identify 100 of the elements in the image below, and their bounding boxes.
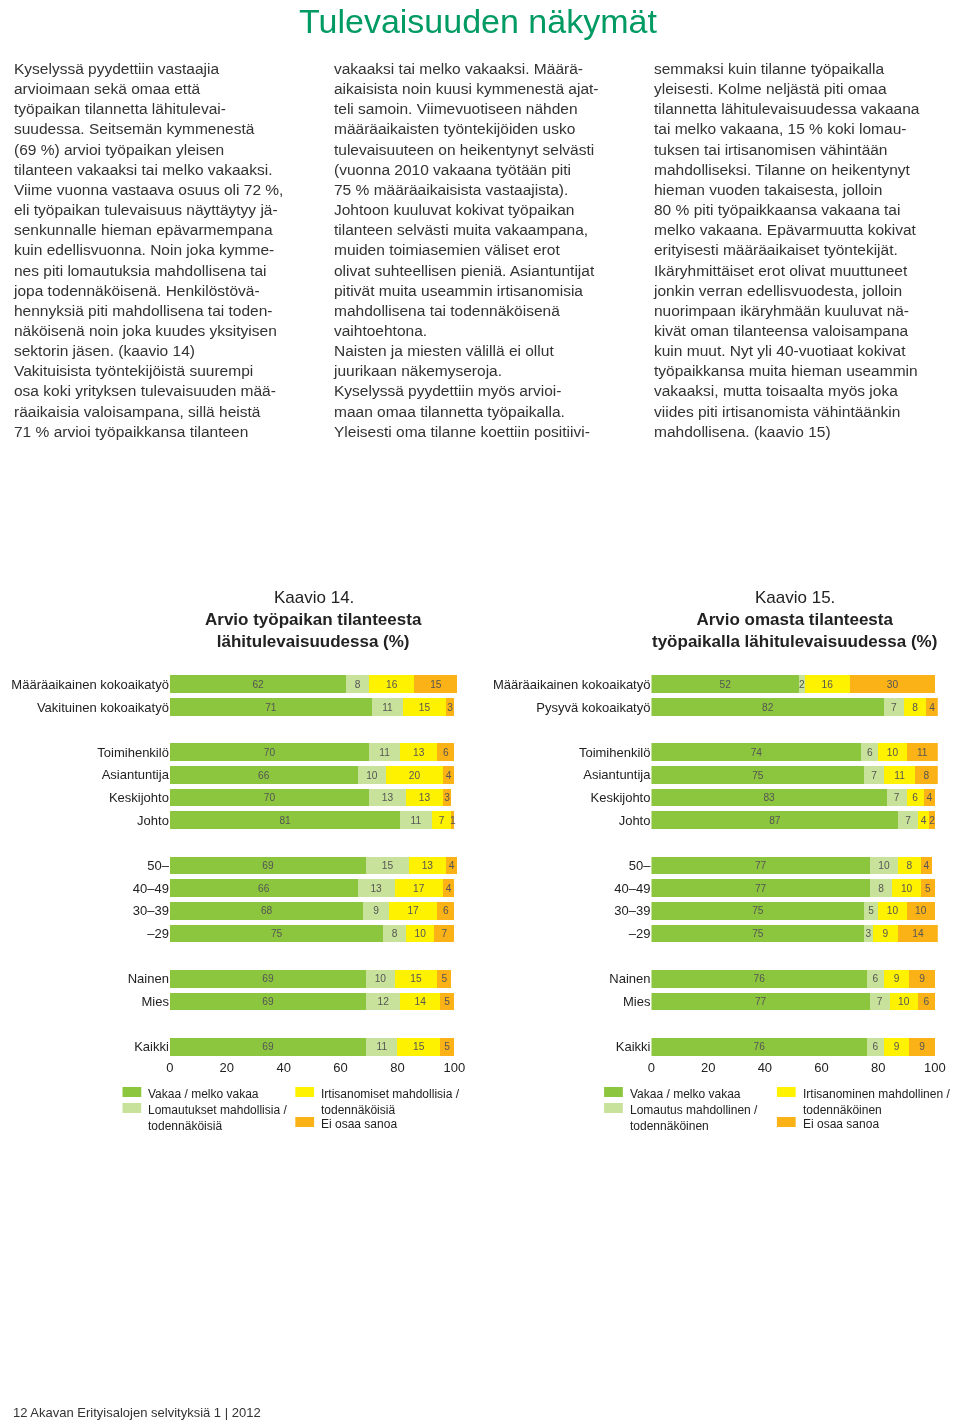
bar bbox=[169, 969, 367, 988]
x-tick-label: 60 bbox=[333, 1060, 348, 1075]
data-label: 10 bbox=[878, 860, 890, 872]
y-tick-label: Pysyvä kokoaikatyö bbox=[536, 699, 651, 715]
bar bbox=[651, 879, 870, 897]
data-label: 4 bbox=[448, 860, 455, 872]
data-label: 10 bbox=[898, 996, 910, 1008]
y-tick-label: –29 bbox=[147, 925, 169, 941]
data-label: 68 bbox=[260, 905, 273, 917]
data-label: 10 bbox=[366, 769, 378, 781]
legend-label: Vakaa / melko vakaa bbox=[630, 1087, 741, 1101]
data-label: 16 bbox=[386, 679, 398, 691]
data-label: 12 bbox=[377, 996, 390, 1008]
y-tick-label: Määräaikainen kokoaikatyö bbox=[492, 676, 651, 692]
text: Tulevaisuuden näkymät bbox=[299, 2, 658, 40]
text: semmaksi kuin tilanne työpaikalla yleisesti. Kolme neljästä piti omaa tilannetta lähitulevaisuudessa vakaana tai melko vakaana, 15 % koki lomau- tuksen tai irtisanomisen vähintään mahdolliseksi. Tilanne on heikentynyt hieman vuoden takaisesta, jolloin 80 % piti työpaikkaansa vakaana tai melko vakaana. Epävarmuutta kokivat erityisesti määräaikaiset työntekijät. Ikäryhmittäiset erot olivat muuttuneet jonkin verran edellisvuodesta, jolloin nuorimpaan ikäryhmään kuuluvat nä- kivät oman tilanteensa valoisampana kuin muut. Nyt yli 40-vuotiaat kokivat työpaikkansa muita hieman useammin vakaaksi, mutta toisaalta myös joka viides piti irtisanomista vähintäänkin mahdollisena. (kaavio 15) bbox=[654, 60, 920, 440]
bar bbox=[366, 1037, 398, 1056]
data-label: 8 bbox=[354, 679, 361, 691]
data-label: 76 bbox=[753, 1041, 766, 1053]
data-label: 11 bbox=[916, 746, 928, 758]
bar bbox=[169, 924, 384, 943]
bar bbox=[883, 698, 904, 716]
chart-subtitle: Arvio omasta tilanteesta työpaikalla lähitulevaisuudessa (%) bbox=[652, 610, 938, 652]
data-label: 10 bbox=[900, 882, 913, 894]
data-label: 69 bbox=[262, 973, 275, 985]
bar bbox=[169, 743, 369, 762]
legend-label: Lomautus mahdollinen / todennäköinen bbox=[630, 1103, 759, 1133]
data-label: 69 bbox=[262, 860, 275, 872]
bar bbox=[169, 811, 401, 830]
y-tick-label: Johto bbox=[618, 812, 651, 828]
data-label: 4 bbox=[920, 814, 927, 826]
data-label: 6 bbox=[923, 996, 930, 1008]
y-tick-label: Keskijohto bbox=[108, 790, 169, 806]
bar bbox=[371, 698, 404, 716]
data-label: 82 bbox=[762, 701, 774, 713]
bar bbox=[386, 766, 443, 784]
data-label: 5 bbox=[444, 1041, 451, 1053]
x-tick-label: 80 bbox=[390, 1060, 405, 1075]
y-tick-label: Keskijohto bbox=[590, 790, 651, 806]
bar bbox=[883, 766, 916, 784]
data-label: 20 bbox=[408, 769, 421, 781]
data-label: 11 bbox=[382, 701, 394, 713]
legend-label: Lomautukset mahdollisia / todennäköisiä bbox=[148, 1103, 288, 1133]
data-label: 15 bbox=[381, 860, 394, 872]
bar bbox=[363, 901, 389, 920]
bar bbox=[169, 879, 358, 897]
legend-label: Ei osaa sanoa bbox=[803, 1117, 880, 1131]
data-label: 11 bbox=[376, 1041, 388, 1053]
x-tick-label: 80 bbox=[871, 1060, 886, 1075]
data-label: 66 bbox=[258, 882, 270, 894]
y-tick-label: 50– bbox=[628, 858, 652, 874]
bar bbox=[892, 879, 921, 897]
y-tick-label: 40–49 bbox=[132, 880, 169, 896]
bar bbox=[651, 969, 867, 988]
y-tick-label: Määräaikainen kokoaikatyö bbox=[11, 676, 169, 692]
y-tick-label: Vakituinen kokoaikatyö bbox=[36, 699, 169, 715]
bar bbox=[394, 969, 438, 988]
bar bbox=[400, 992, 441, 1011]
bar bbox=[357, 766, 387, 784]
data-label: 10 bbox=[414, 928, 427, 940]
y-tick-label: Toimihenkilö bbox=[578, 744, 651, 760]
data-label: 71 bbox=[265, 701, 277, 713]
bar bbox=[169, 698, 372, 716]
chart-title: Kaavio 14. bbox=[274, 588, 355, 607]
bar bbox=[651, 811, 899, 830]
bar bbox=[883, 969, 910, 988]
data-label: 8 bbox=[878, 882, 885, 894]
data-label: 15 bbox=[413, 1041, 425, 1053]
chart-title: Kaavio 15. bbox=[755, 588, 836, 607]
bar bbox=[915, 766, 938, 784]
data-label: 52 bbox=[719, 679, 732, 691]
chart-subtitle: Arvio työpaikan tilanteesta lähitulevaisuudessa (%) bbox=[205, 610, 422, 652]
data-label: 3 bbox=[444, 792, 451, 804]
bar bbox=[169, 788, 369, 807]
data-label: 77 bbox=[754, 860, 767, 872]
data-label: 4 bbox=[445, 769, 452, 781]
y-tick-label: 50– bbox=[147, 858, 170, 874]
data-label: 2 bbox=[929, 814, 936, 826]
data-label: 10 bbox=[886, 905, 899, 917]
data-label: 7 bbox=[891, 701, 898, 713]
x-tick-label: 100 bbox=[443, 1060, 466, 1075]
data-label: 9 bbox=[919, 973, 926, 985]
data-label: 62 bbox=[252, 679, 265, 691]
legend-label: Irtisanominen mahdollinen / todennäköinen bbox=[803, 1087, 951, 1117]
data-label: 10 bbox=[374, 973, 387, 985]
data-label: 8 bbox=[912, 701, 919, 713]
bar bbox=[869, 992, 890, 1011]
y-tick-label: Mies bbox=[141, 993, 170, 1009]
data-label: 9 bbox=[919, 1041, 926, 1053]
bar bbox=[169, 1037, 367, 1056]
bar bbox=[864, 766, 884, 784]
data-label: 9 bbox=[373, 905, 380, 917]
x-tick-label: 40 bbox=[757, 1060, 773, 1075]
y-tick-label: 40–49 bbox=[614, 880, 651, 896]
bar bbox=[651, 788, 887, 807]
bar bbox=[368, 743, 401, 762]
data-label: 30 bbox=[886, 679, 899, 691]
data-label: 81 bbox=[279, 814, 292, 826]
data-label: 17 bbox=[407, 905, 420, 917]
bar bbox=[414, 675, 458, 694]
